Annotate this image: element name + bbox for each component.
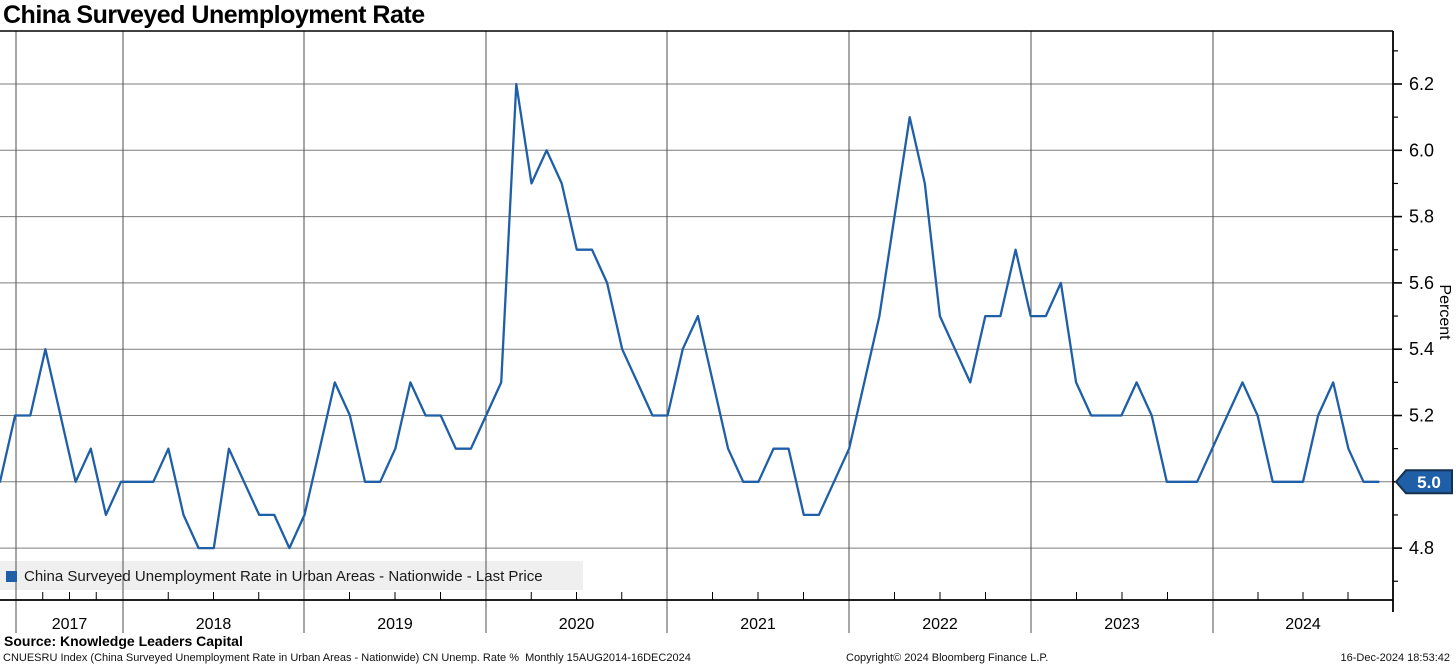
data-series-layer	[0, 82, 1380, 550]
tick-layer	[42, 50, 1402, 600]
y-axis-title: Percent	[1436, 284, 1453, 340]
y-tick-label: 6.2	[1409, 74, 1434, 94]
y-tick-label: 5.2	[1409, 406, 1434, 426]
x-year-label: 2022	[922, 616, 958, 633]
copyright-notice: Copyright© 2024 Bloomberg Finance L.P.	[846, 652, 1049, 664]
legend-series-marker-icon	[6, 570, 17, 582]
legend-series-label: China Surveyed Unemployment Rate in Urba…	[24, 567, 543, 585]
x-year-label: 2020	[559, 616, 595, 633]
x-year-label: 2019	[377, 616, 413, 633]
timestamp: 16-Dec-2024 18:53:42	[1340, 652, 1450, 664]
y-tick-label: 5.4	[1409, 339, 1434, 359]
x-year-label: 2024	[1285, 616, 1321, 633]
x-year-label: 2023	[1104, 616, 1140, 633]
x-year-label: 2021	[740, 616, 776, 633]
y-tick-label: 5.8	[1409, 207, 1434, 227]
source-attribution: Source: Knowledge Leaders Capital	[4, 633, 243, 649]
security-description: CNUESRU Index (China Surveyed Unemployme…	[3, 652, 691, 664]
y-tick-label: 5.6	[1409, 273, 1434, 293]
axis-label-layer: 4.8 5.2 5.4 5.6 5.8 6.0 6.2 2017 2018 2019 2020 202…	[52, 74, 1434, 633]
gridline-layer	[0, 31, 1393, 633]
last-price-badge-shape	[1394, 469, 1453, 495]
y-tick-label: 6.0	[1409, 140, 1434, 160]
y-tick-label: 4.8	[1409, 538, 1434, 558]
x-year-label: 2018	[196, 616, 232, 633]
last-price-badge-value: 5.0	[1417, 473, 1441, 492]
last-price-badge: 5.0	[1394, 469, 1453, 495]
chart-title: China Surveyed Unemployment Rate	[3, 1, 425, 29]
x-year-label: 2017	[52, 616, 88, 633]
legend: China Surveyed Unemployment Rate in Urba…	[6, 565, 543, 587]
unemployment-rate-line	[0, 82, 1380, 550]
